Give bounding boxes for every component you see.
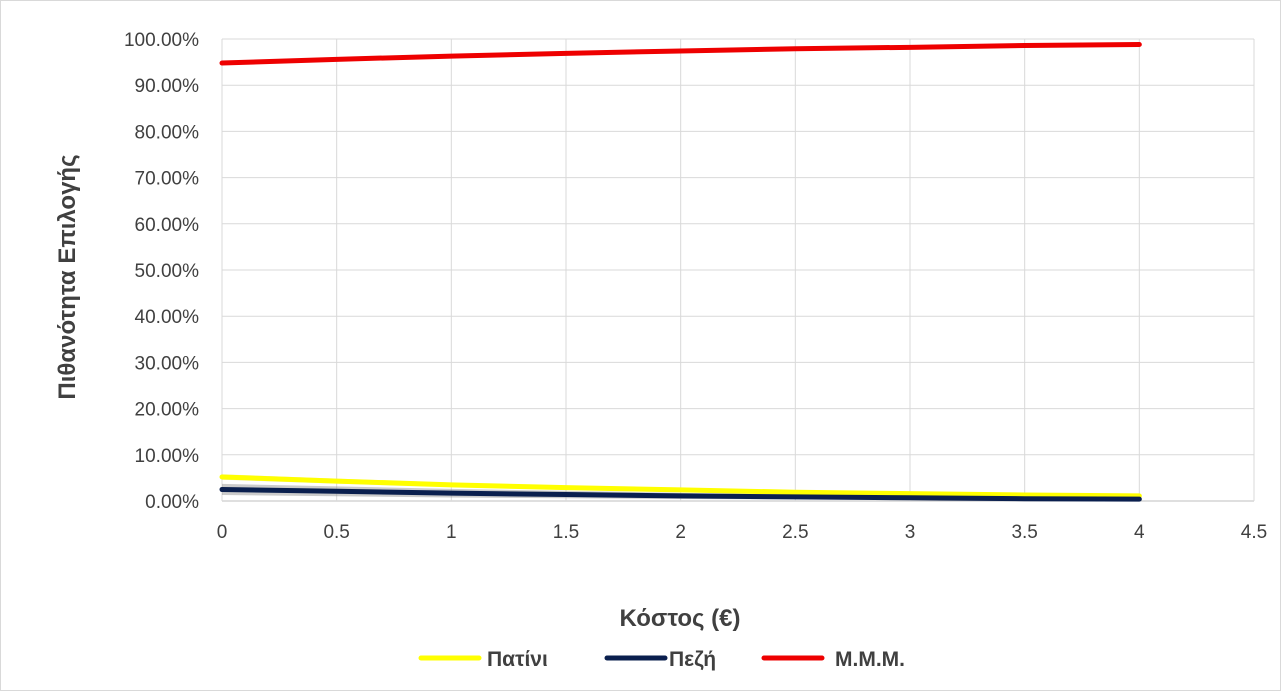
x-tick-label: 3 — [905, 522, 916, 543]
y-tick-label: 20.00% — [135, 400, 200, 421]
gridlines — [222, 39, 1254, 501]
y-axis-title: Πιθανότητα Επιλογής — [54, 154, 81, 399]
x-tick-label: 3.5 — [1011, 522, 1037, 543]
y-tick-label: 60.00% — [135, 215, 200, 236]
x-tick-label: 0 — [217, 522, 228, 543]
x-axis-title: Κόστος (€) — [619, 605, 740, 632]
x-tick-label: 4 — [1134, 522, 1145, 543]
x-tick-label: 1 — [446, 522, 457, 543]
y-tick-label: 80.00% — [135, 122, 200, 143]
x-axis-ticks: 0 0.5 1 1.5 2 2.5 3 3.5 4 4.5 — [217, 522, 1268, 543]
y-tick-label: 100.00% — [124, 30, 199, 51]
y-tick-label: 50.00% — [135, 261, 200, 282]
y-tick-label: 30.00% — [135, 353, 200, 374]
y-tick-label: 10.00% — [135, 446, 200, 467]
x-tick-label: 2.5 — [782, 522, 808, 543]
y-axis-ticks: 0.00% 10.00% 20.00% 30.00% 40.00% 50.00% 60.00… — [124, 30, 199, 513]
y-tick-label: 0.00% — [145, 492, 199, 513]
y-tick-label: 70.00% — [135, 169, 200, 190]
x-tick-label: 2 — [675, 522, 686, 543]
legend-patini-label: Πατίνι — [487, 648, 548, 671]
y-tick-label: 40.00% — [135, 307, 200, 328]
x-tick-label: 1.5 — [553, 522, 579, 543]
legend-mmm-label: Μ.Μ.Μ. — [835, 648, 905, 671]
legend-pezi-label: Πεζή — [669, 648, 716, 671]
y-tick-label: 90.00% — [135, 76, 200, 97]
x-tick-label: 4.5 — [1241, 522, 1267, 543]
legend: Πατίνι Πεζή Μ.Μ.Μ. — [421, 648, 905, 671]
x-tick-label: 0.5 — [323, 522, 349, 543]
